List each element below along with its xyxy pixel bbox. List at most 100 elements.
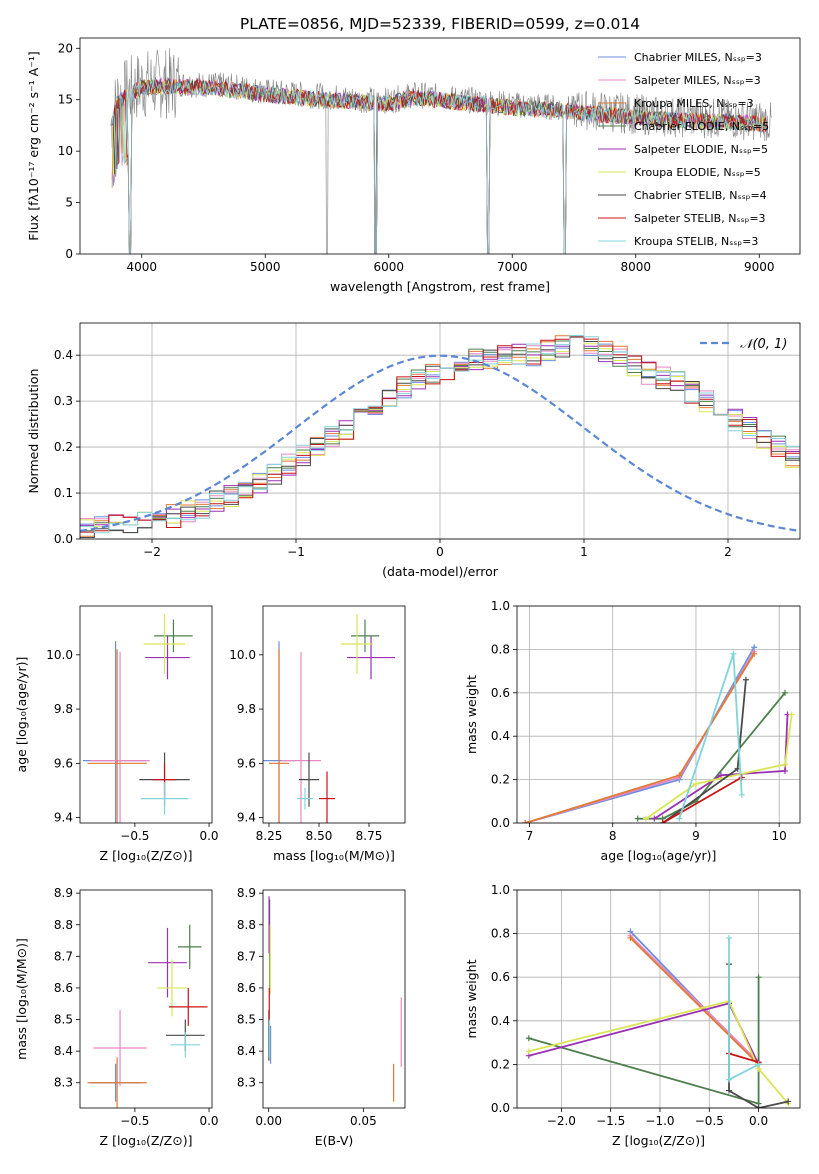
x-axis-label: (data-model)/error — [382, 564, 499, 579]
x-tick-label: 6000 — [373, 260, 404, 274]
y-tick-label: 8.8 — [54, 918, 73, 932]
y-tick-label: 8.7 — [54, 949, 73, 963]
mass-weight-line — [528, 977, 760, 1105]
mass-weight-marker — [717, 772, 724, 779]
histogram-step-line — [80, 335, 800, 534]
mass-weight-marker — [788, 711, 795, 718]
legend-entry: Chabrier STELIB, Nₛₛₚ=4 — [634, 189, 767, 202]
y-tick-label: 20 — [58, 41, 73, 55]
x-tick-label: −2.0 — [547, 1114, 576, 1128]
y-tick-label: 0.8 — [491, 642, 510, 656]
errorbar-point — [145, 635, 190, 680]
mass-weight-line — [629, 935, 760, 1063]
y-tick-label: 8.8 — [237, 918, 256, 932]
model-spectrum-line — [111, 79, 768, 254]
y-tick-label: 0.6 — [491, 970, 510, 984]
y-tick-label: 0.2 — [491, 773, 510, 787]
y-tick-label: 0.2 — [491, 1057, 510, 1071]
errorbar-point — [154, 619, 193, 653]
y-tick-label: 9.8 — [54, 702, 73, 716]
legend-entry: Salpeter STELIB, Nₛₛₚ=3 — [634, 212, 766, 225]
y-tick-label: 0.3 — [54, 394, 73, 408]
y-tick-label: 9.4 — [54, 811, 73, 825]
errorbar-point — [143, 614, 186, 674]
mass-weight-marker — [751, 650, 758, 657]
y-tick-label: 10 — [58, 144, 73, 158]
errorbar-point — [157, 959, 187, 1017]
mass-weight-line — [653, 714, 789, 820]
x-tick-label: 9 — [692, 829, 700, 843]
y-tick-label: 8.5 — [237, 1013, 256, 1027]
legend-entry: Kroupa MILES, Nₛₛₚ=3 — [634, 97, 754, 110]
mass-weight-vs-metallicity-panel: −2.0 −1.5 −1.0 −0.5 0.0 0.0 0.2 0.4 0.6 0.8 1.0 Z [… — [464, 883, 801, 1148]
mass-vs-extinction-panel: 0.00 0.05 8.3 8.4 8.5 8.6 8.7 8.8 8.9 E(B-V) — [237, 886, 406, 1148]
x-tick-label: 0 — [436, 545, 444, 559]
x-axis-label: Z [log₁₀(Z/Z⊙)] — [100, 848, 193, 863]
errorbar-point — [168, 987, 208, 1026]
x-tick-label: −2 — [143, 545, 161, 559]
x-tick-label: 8.25 — [256, 829, 283, 843]
x-tick-label: 0.05 — [350, 1114, 377, 1128]
spectrum-legend: Chabrier MILES, Nₛₛₚ=3 Salpeter MILES, Nₛ… — [598, 51, 769, 248]
errorbar-point — [351, 619, 379, 653]
legend-entry: Chabrier ELODIE, Nₛₛₚ=5 — [634, 120, 769, 133]
mass-weight-marker — [785, 1098, 792, 1105]
mass-weight-marker — [627, 934, 634, 941]
mass-weight-marker — [755, 1061, 762, 1068]
x-tick-label: 10 — [772, 829, 787, 843]
mass-weight-marker — [726, 1087, 733, 1094]
legend-entry: Salpeter MILES, Nₛₛₚ=3 — [634, 74, 761, 87]
y-tick-label: 0.0 — [491, 816, 510, 830]
histogram-step-line — [80, 336, 800, 533]
mass-weight-marker — [522, 820, 529, 823]
model-spectrum-line — [111, 77, 768, 254]
x-tick-label: −0.5 — [120, 829, 149, 843]
y-tick-label: 8.5 — [54, 1013, 73, 1027]
x-tick-label: 8.50 — [306, 829, 333, 843]
x-tick-label: 8000 — [620, 260, 651, 274]
errorbar-point — [140, 782, 189, 815]
legend-entry: Kroupa STELIB, Nₛₛₚ=3 — [634, 235, 758, 248]
y-tick-label: 8.9 — [54, 886, 73, 900]
mass-weight-vs-metallicity-plot-area — [525, 928, 792, 1108]
spectrum-plot-area — [110, 48, 772, 254]
axes-frame — [516, 889, 801, 1109]
y-tick-label: 8.4 — [54, 1044, 73, 1058]
legend-entry: Salpeter ELODIE, Nₛₛₚ=5 — [634, 143, 768, 156]
y-tick-label: 9.4 — [237, 811, 256, 825]
mass-weight-marker — [726, 934, 733, 941]
histogram-step-line — [80, 335, 800, 533]
x-tick-label: −1 — [287, 545, 305, 559]
mass-weight-line — [525, 646, 755, 823]
mass-weight-marker — [755, 974, 762, 981]
normal-reference-curve — [80, 354, 800, 532]
errorbar-point — [93, 1010, 147, 1086]
x-axis-label: Z [log₁₀(Z/Z⊙)] — [100, 1133, 193, 1148]
age-vs-mass-panel: 8.25 8.50 8.75 9.4 9.6 9.8 10.0 mass [log₁₀(M/M… — [229, 605, 406, 863]
axes-frame — [79, 322, 801, 540]
x-tick-label: 0.0 — [199, 829, 218, 843]
y-tick-label: 8.9 — [237, 886, 256, 900]
mass-weight-marker — [634, 815, 641, 822]
mass-weight-vs-age-panel: 7 8 9 10 0.0 0.2 0.4 0.6 0.8 1.0 age [log₁₀(age/yr… — [464, 599, 801, 863]
mass-weight-marker — [676, 815, 683, 822]
mass-weight-marker — [676, 772, 683, 779]
x-axis-label: Z [log₁₀(Z/Z⊙)] — [612, 1133, 705, 1148]
errorbar-point — [87, 649, 147, 823]
y-tick-label: 9.6 — [237, 756, 256, 770]
x-tick-label: 5000 — [250, 260, 281, 274]
mass-weight-line — [528, 1000, 789, 1105]
y-tick-label: 15 — [58, 93, 73, 107]
axes-frame — [79, 605, 213, 824]
errorbar-point — [299, 752, 319, 807]
observed-spectrum-line — [110, 48, 772, 254]
errorbar-point — [347, 635, 395, 680]
histogram-plot-area — [80, 335, 800, 538]
y-tick-label: 5 — [65, 196, 73, 210]
y-axis-label: mass weight — [464, 675, 479, 754]
mass-weight-marker — [755, 1105, 762, 1108]
y-tick-label: 0 — [65, 247, 73, 261]
spectrum-panel: 4000 5000 6000 7000 8000 9000 0 5 10 15 20 waveleng… — [26, 37, 801, 294]
errorbar-point — [177, 924, 202, 969]
mass-vs-metallicity-plot-area — [87, 924, 208, 1108]
